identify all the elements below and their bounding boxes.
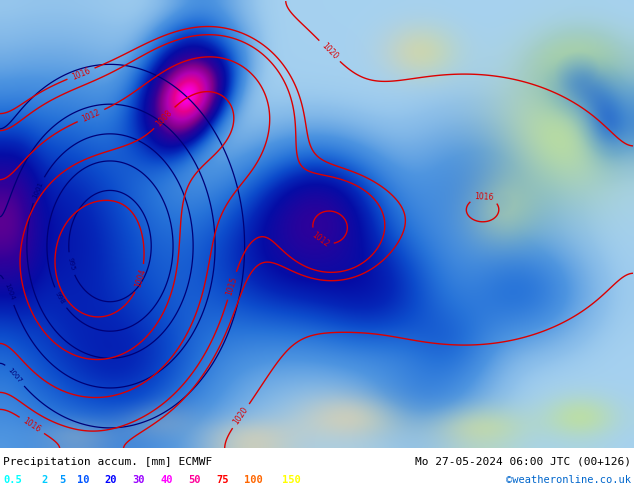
Text: 1020: 1020 (320, 41, 339, 61)
Text: 1012: 1012 (81, 108, 101, 123)
Text: 1012: 1012 (309, 230, 330, 249)
Text: 1004: 1004 (3, 283, 15, 301)
Text: 150: 150 (282, 475, 301, 485)
Text: 75: 75 (216, 475, 229, 485)
Text: 1016: 1016 (22, 416, 42, 435)
Text: 998: 998 (54, 291, 66, 305)
Text: ©weatheronline.co.uk: ©weatheronline.co.uk (506, 475, 631, 485)
Text: 1004: 1004 (133, 268, 148, 289)
Text: 2: 2 (41, 475, 48, 485)
Text: 0.5: 0.5 (3, 475, 22, 485)
Text: 10: 10 (77, 475, 89, 485)
Text: 1007: 1007 (7, 367, 23, 384)
Text: 40: 40 (160, 475, 173, 485)
Text: 1020: 1020 (231, 406, 250, 426)
Text: 1016: 1016 (474, 193, 494, 202)
Text: 5: 5 (59, 475, 65, 485)
Text: 1008: 1008 (155, 108, 174, 128)
Text: 30: 30 (133, 475, 145, 485)
Text: Precipitation accum. [mm] ECMWF: Precipitation accum. [mm] ECMWF (3, 457, 212, 466)
Text: 200: 200 (320, 475, 339, 485)
Text: 1015: 1015 (225, 275, 239, 296)
Text: 1016: 1016 (70, 66, 91, 81)
Text: 1001: 1001 (32, 180, 44, 199)
Text: 20: 20 (105, 475, 117, 485)
Text: 50: 50 (188, 475, 201, 485)
Text: 995: 995 (67, 257, 75, 271)
Text: Mo 27-05-2024 06:00 JTC (00+126): Mo 27-05-2024 06:00 JTC (00+126) (415, 457, 631, 466)
Text: 100: 100 (244, 475, 263, 485)
